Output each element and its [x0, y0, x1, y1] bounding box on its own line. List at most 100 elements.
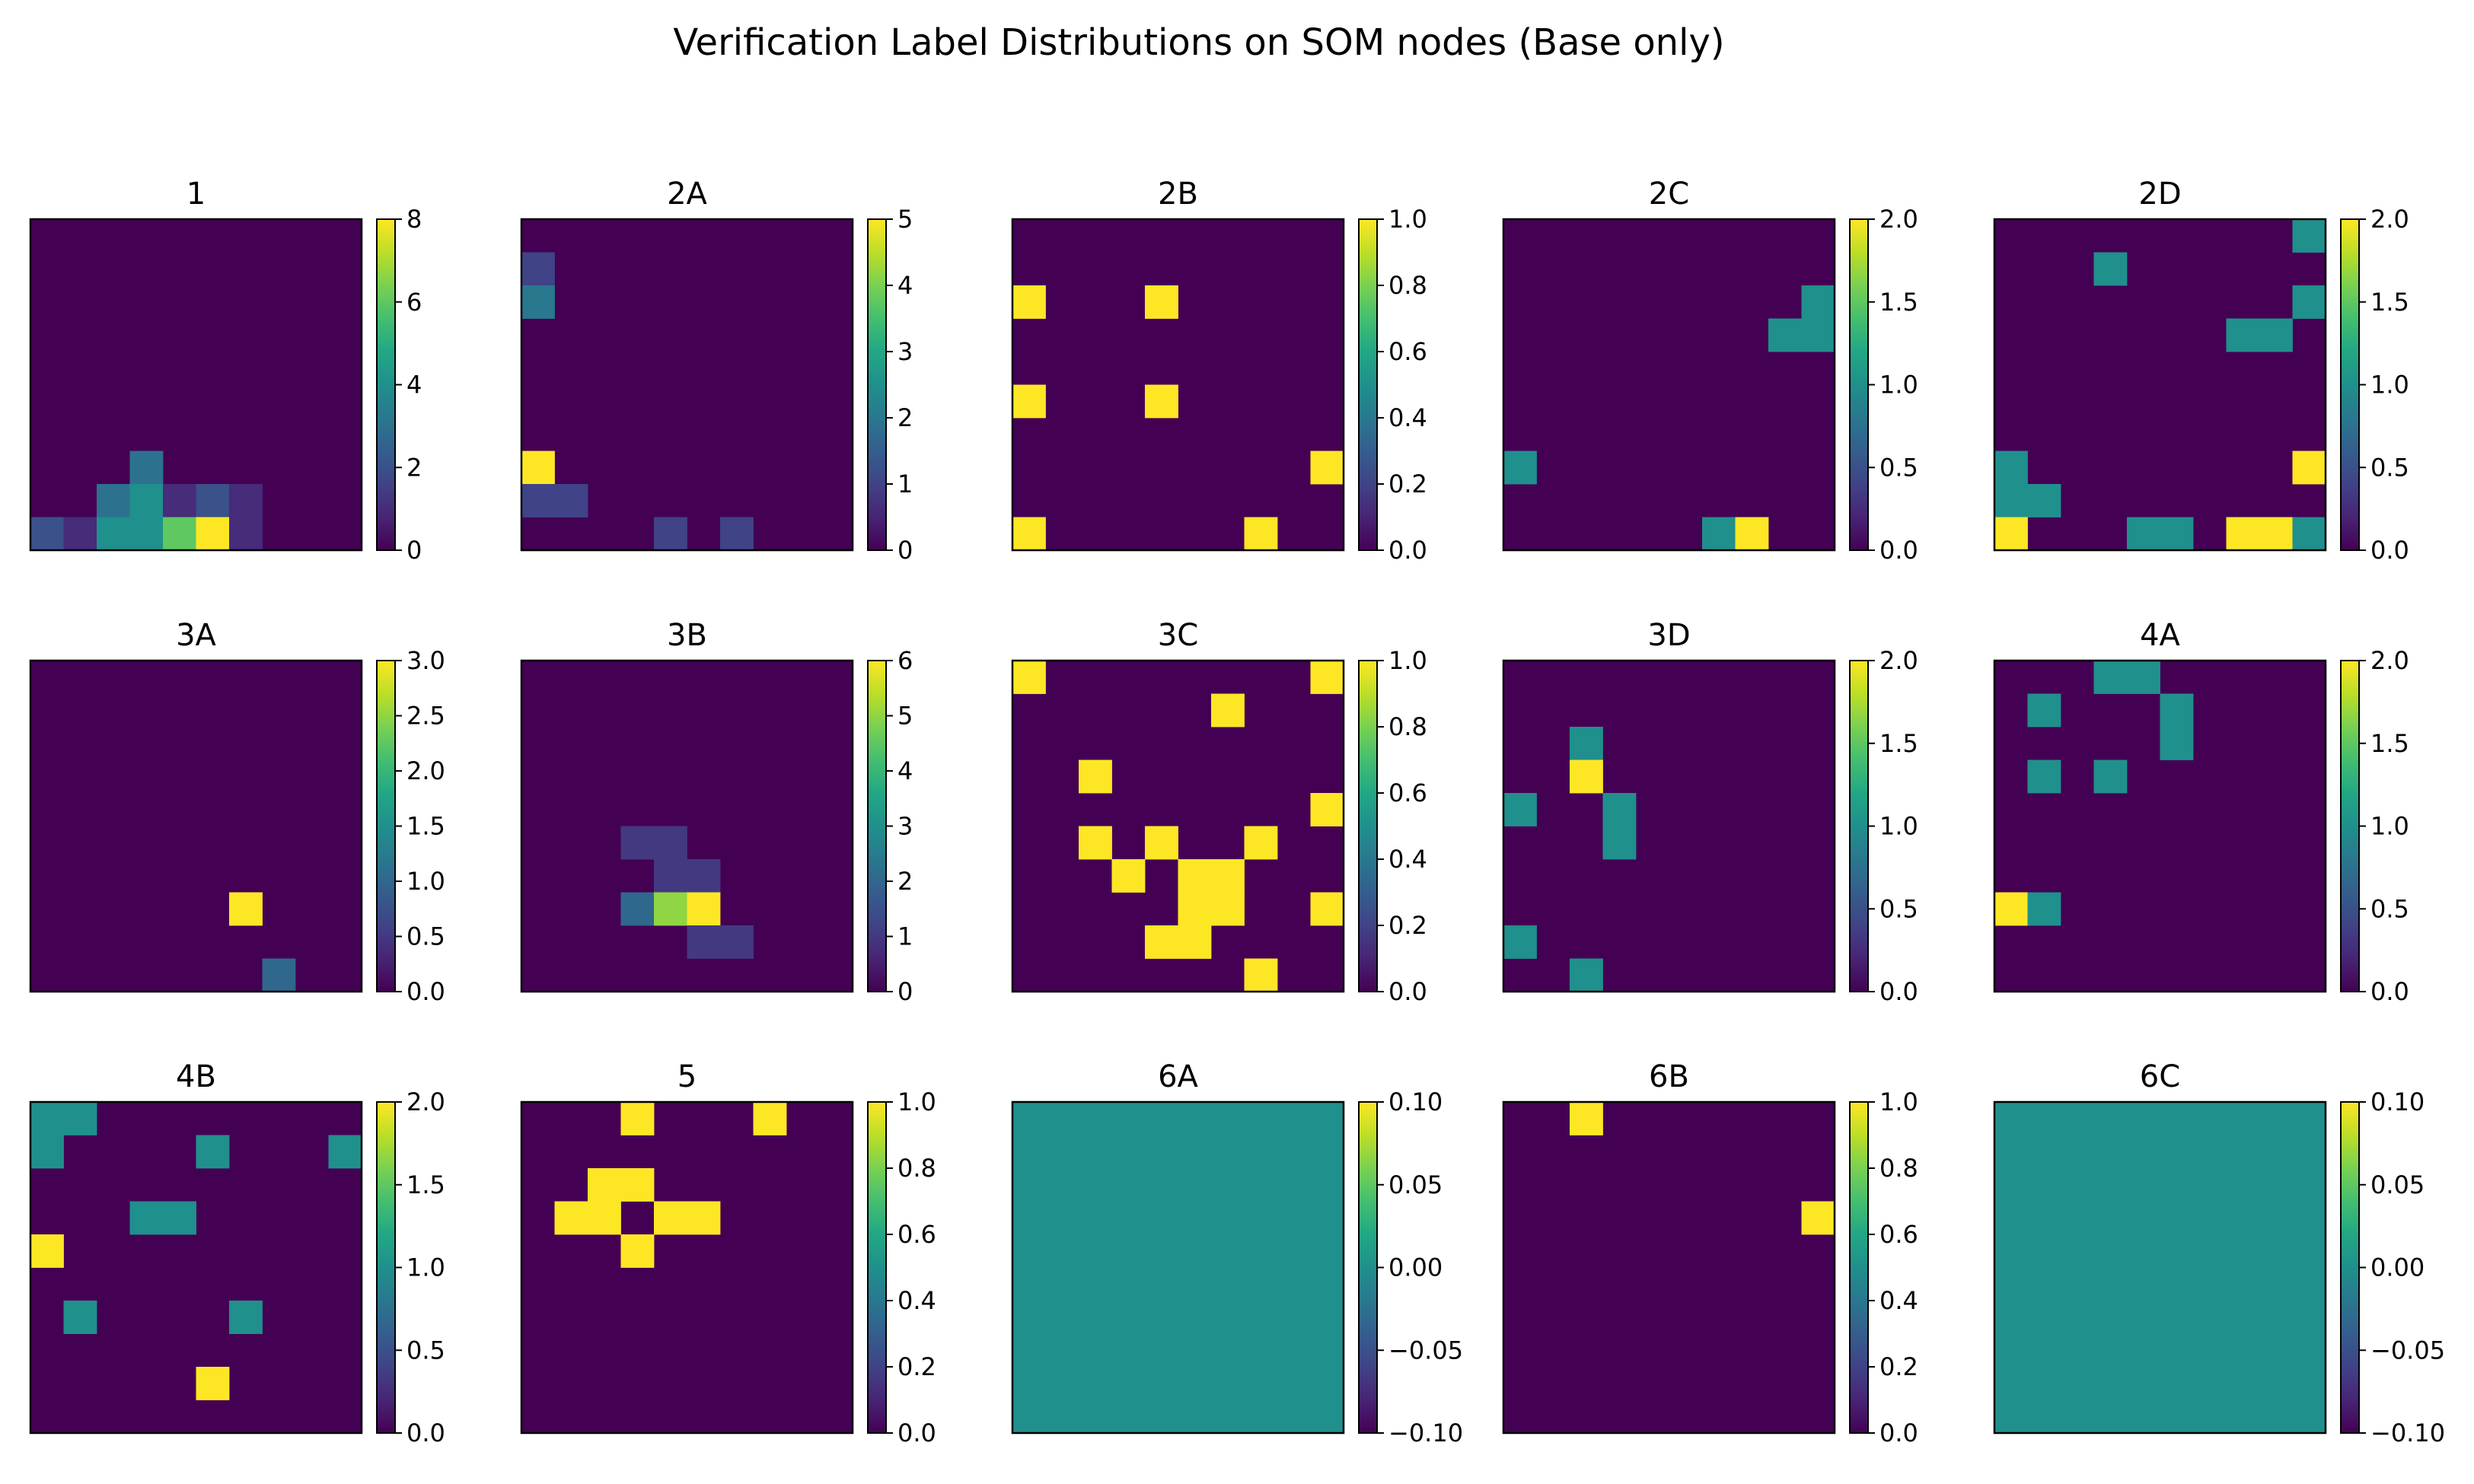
heatmap-cell [1801, 318, 1835, 352]
panel-6B: 6B 0.0 0.2 0.4 0.6 0.8 1.0 [1502, 1059, 1918, 1447]
heatmap-cell [1145, 826, 1178, 860]
heatmap-cell [1570, 760, 1603, 794]
colorbar-tick-label: 5 [897, 702, 913, 731]
heatmap-cell [1111, 859, 1146, 893]
colorbar-tick-label: 0.00 [1388, 1253, 1443, 1282]
heatmap-cell [1994, 517, 2028, 551]
heatmap-cell [129, 517, 164, 551]
colorbar [1358, 660, 1378, 992]
colorbar-tick-label: 2.0 [2370, 646, 2409, 675]
colorbar-tick-label: −0.05 [1388, 1336, 1463, 1365]
heatmap-cell [1244, 826, 1278, 860]
colorbar [1358, 1101, 1378, 1434]
heatmap-cell [2160, 727, 2194, 760]
panel-title: 3A [176, 618, 216, 653]
heatmap-cell [521, 252, 555, 286]
panel-title: 6B [1649, 1059, 1689, 1094]
colorbar-tick-label: 0.5 [2370, 894, 2409, 923]
heatmap-cell [1602, 826, 1637, 860]
heatmap-cell [620, 892, 655, 926]
heatmap-frame [520, 1100, 854, 1435]
heatmap-cell [1310, 661, 1344, 694]
panel-3B: 3B 0 1 2 3 4 5 6 [520, 618, 913, 1006]
heatmap-background [1503, 219, 1835, 550]
colorbar-tick-label: 0.2 [897, 1352, 936, 1381]
panel-title: 2B [1158, 177, 1198, 212]
colorbar-tick-label: 1.0 [1879, 812, 1918, 841]
heatmap-background [1503, 1102, 1835, 1433]
heatmap-cell [1735, 517, 1769, 551]
figure-title: Verification Label Distributions on SOM … [673, 21, 1724, 64]
heatmap-cell [1211, 892, 1245, 926]
heatmap-cell [2292, 517, 2326, 551]
colorbar-tick-label: 0.6 [1388, 337, 1427, 366]
colorbar [867, 218, 887, 551]
panel-2B: 2B 0.0 0.2 0.4 0.6 0.8 1.0 [1011, 177, 1427, 565]
colorbar-tick-label: 1 [897, 470, 913, 498]
heatmap-cell [654, 517, 687, 551]
heatmap-cell [1178, 892, 1212, 926]
heatmap-cell [2027, 484, 2061, 517]
panel-3D: 3D 0.0 0.5 1.0 1.5 2.0 [1502, 618, 1918, 1006]
heatmap-cell [2027, 693, 2061, 728]
heatmap-cell [2093, 760, 2128, 794]
heatmap-cell [196, 517, 230, 551]
colorbar [1358, 218, 1378, 551]
heatmap-frame [1993, 218, 2327, 552]
panel-title: 3B [667, 618, 707, 653]
heatmap-cell [1012, 661, 1046, 694]
heatmap-cell [1211, 859, 1245, 893]
colorbar-tick-label: 5 [897, 205, 913, 234]
heatmap-cell [196, 1367, 230, 1400]
heatmap-cell [1145, 925, 1178, 959]
heatmap-background [1994, 1102, 2326, 1433]
heatmap-frame [1502, 1100, 1836, 1435]
colorbar-tick-label: 0.10 [1388, 1088, 1443, 1116]
heatmap-frame [1502, 659, 1836, 993]
colorbar-tick-label: 1.0 [1879, 1088, 1918, 1116]
colorbar [1849, 660, 1869, 992]
heatmap-frame [520, 659, 854, 993]
heatmap-cell [620, 1234, 655, 1268]
colorbar-tick-label: 0.6 [1879, 1220, 1918, 1249]
colorbar [376, 218, 396, 551]
colorbar-tick-label: 0.8 [897, 1154, 936, 1183]
heatmap-cell [1994, 484, 2028, 517]
panel-4B: 4B 0.0 0.5 1.0 1.5 2.0 [29, 1059, 445, 1447]
heatmap-frame [520, 218, 854, 552]
colorbar [1849, 1101, 1869, 1434]
heatmap-cell [2226, 517, 2260, 551]
heatmap-cell [30, 517, 64, 551]
colorbar [2340, 660, 2360, 992]
colorbar-tick-label: −0.05 [2370, 1336, 2445, 1365]
heatmap-cell [262, 958, 296, 992]
panel-4A: 4A 0.0 0.5 1.0 1.5 2.0 [1993, 618, 2409, 1006]
heatmap-cell [654, 892, 687, 926]
heatmap-cell [229, 892, 263, 926]
colorbar-tick-label: 6 [406, 288, 422, 317]
colorbar-tick-label: 0.2 [1388, 911, 1427, 940]
colorbar-tick-label: 0.5 [2370, 453, 2409, 482]
heatmap-cell [521, 285, 555, 319]
colorbar-tick-label: 2 [406, 453, 422, 482]
heatmap-cell [687, 892, 721, 926]
panel-1: 1 0 2 4 6 8 [29, 177, 422, 565]
heatmap-cell [163, 517, 196, 551]
colorbar-tick-label: 0.00 [2370, 1253, 2425, 1282]
colorbar-tick-label: 4 [897, 271, 913, 300]
heatmap-cell [2292, 285, 2326, 319]
heatmap-cell [1994, 892, 2028, 926]
panel-title: 6A [1158, 1059, 1198, 1094]
heatmap-frame [29, 1100, 363, 1435]
colorbar-tick-label: 0.8 [1388, 712, 1427, 741]
colorbar-tick-label: 0.05 [1388, 1170, 1443, 1199]
heatmap-cell [2160, 693, 2194, 728]
heatmap-cell [30, 1234, 64, 1268]
heatmap-cell [129, 451, 164, 485]
heatmap-cell [129, 484, 164, 517]
heatmap-cell [1012, 285, 1046, 319]
heatmap-cell [97, 484, 130, 517]
heatmap-cell [620, 1168, 655, 1202]
colorbar [867, 1101, 887, 1434]
colorbar-tick-label: 1.0 [1879, 371, 1918, 400]
